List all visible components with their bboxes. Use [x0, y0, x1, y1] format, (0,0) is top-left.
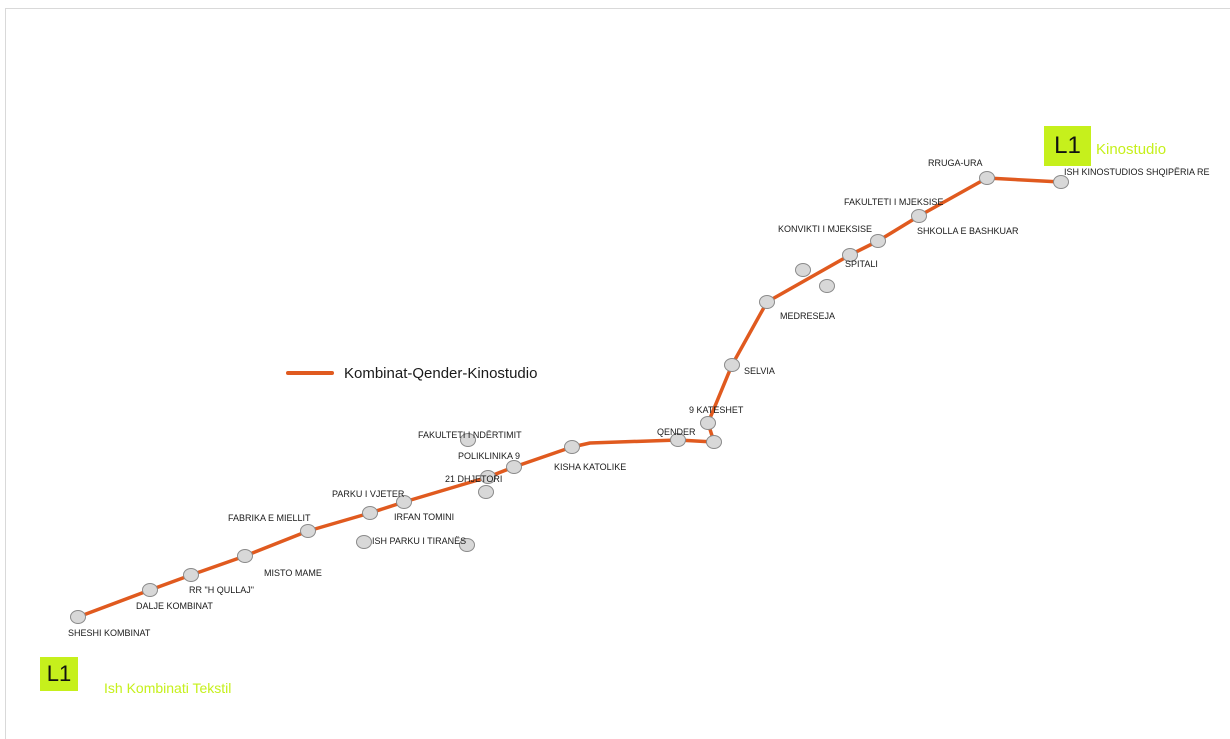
station-marker-medreseja: [759, 295, 775, 309]
stop-marker-unlabeled-2: [795, 263, 811, 277]
station-marker-spitali: [842, 248, 858, 262]
route-line-l1: [76, 176, 1063, 619]
station-label-rruga-ura: RRUGA-URA: [928, 158, 983, 168]
station-label-selvia: SELVIA: [744, 366, 775, 376]
station-label-medreseja: MEDRESEJA: [780, 311, 835, 321]
stop-label-fakulteti-i-ndertimit: FAKULTETI I NDËRTIMIT: [418, 430, 522, 440]
station-marker-kisha-katolike: [564, 440, 580, 454]
map-frame: [5, 8, 1230, 739]
legend-line-name: Kombinat-Qender-Kinostudio: [344, 364, 538, 382]
station-label-misto-mame: MISTO MAME: [264, 568, 322, 578]
station-label-ish-kinostudios: ISH KINOSTUDIOS SHQIPËRIA RE: [1064, 167, 1210, 177]
station-marker-parku-i-vjeter: [362, 506, 378, 520]
station-marker-fabrika-e-miellit: [300, 524, 316, 538]
station-marker-dalje-kombinat: [142, 583, 158, 597]
station-label-shkolla-e-bashkuar: SHKOLLA E BASHKUAR: [917, 226, 1019, 236]
start-terminus-badge: L1: [40, 657, 78, 691]
station-marker-qender: [670, 433, 686, 447]
station-label-irfan-tomini: IRFAN TOMINI: [394, 512, 454, 522]
station-label-sheshi-kombinat: SHESHI KOMBINAT: [68, 628, 151, 638]
station-label-9-kateshet: 9 KATESHET: [689, 405, 744, 415]
station-label-parku-i-vjeter: PARKU I VJETER: [332, 489, 405, 499]
station-label-kisha-katolike: KISHA KATOLIKE: [554, 462, 626, 472]
station-marker-9-kateshet: [700, 416, 716, 430]
stop-marker-fakulteti-i-ndertimit: [460, 433, 476, 447]
stop-marker-ish-parku-i-tiranes: [459, 538, 475, 552]
station-marker-rruga-ura: [979, 171, 995, 185]
station-marker-rr-h-qullaj: [183, 568, 199, 582]
station-label-fakulteti-i-mjeksise: FAKULTETI I MJEKSISE: [844, 197, 943, 207]
start-terminus-name: Ish Kombinati Tekstil: [104, 680, 232, 696]
station-label-spitali: SPITALI: [845, 259, 878, 269]
legend-line-swatch: [286, 371, 334, 375]
end-terminus-badge: L1: [1044, 126, 1091, 166]
station-label-poliklinika-9: POLIKLINIKA 9: [458, 451, 520, 461]
station-marker-21-dhjetori: [480, 470, 496, 484]
end-terminus-name: Kinostudio: [1096, 141, 1167, 158]
station-marker-misto-mame: [237, 549, 253, 563]
station-marker-shkolla-e-bashkuar: [870, 234, 886, 248]
station-marker-sheshi-kombinat: [70, 610, 86, 624]
station-marker-poliklinika-9: [506, 460, 522, 474]
stop-marker-unlabeled-3: [819, 279, 835, 293]
stop-marker-unlabeled-1: [478, 485, 494, 499]
station-marker-extra-2: [356, 535, 372, 549]
station-label-fabrika-e-miellit: FABRIKA E MIELLIT: [228, 513, 311, 523]
station-label-21-dhjetori: 21 DHJETORI: [445, 474, 502, 484]
station-marker-fakulteti-i-mjeksise: [911, 209, 927, 223]
station-marker-selvia: [724, 358, 740, 372]
station-marker-extra-0: [706, 435, 722, 449]
station-label-konvikti-i-mjeksise: KONVIKTI I MJEKSISE: [778, 224, 872, 234]
map-legend: Kombinat-Qender-Kinostudio: [286, 362, 537, 384]
station-marker-ish-kinostudios: [1053, 175, 1069, 189]
station-label-rr-h-qullaj: RR "H QULLAJ": [189, 585, 254, 595]
station-label-dalje-kombinat: DALJE KOMBINAT: [136, 601, 213, 611]
station-label-qender: QENDER: [657, 427, 696, 437]
stop-label-ish-parku-i-tiranes: ISH PARKU I TIRANËS: [372, 536, 466, 546]
station-marker-irfan-tomini: [396, 495, 412, 509]
